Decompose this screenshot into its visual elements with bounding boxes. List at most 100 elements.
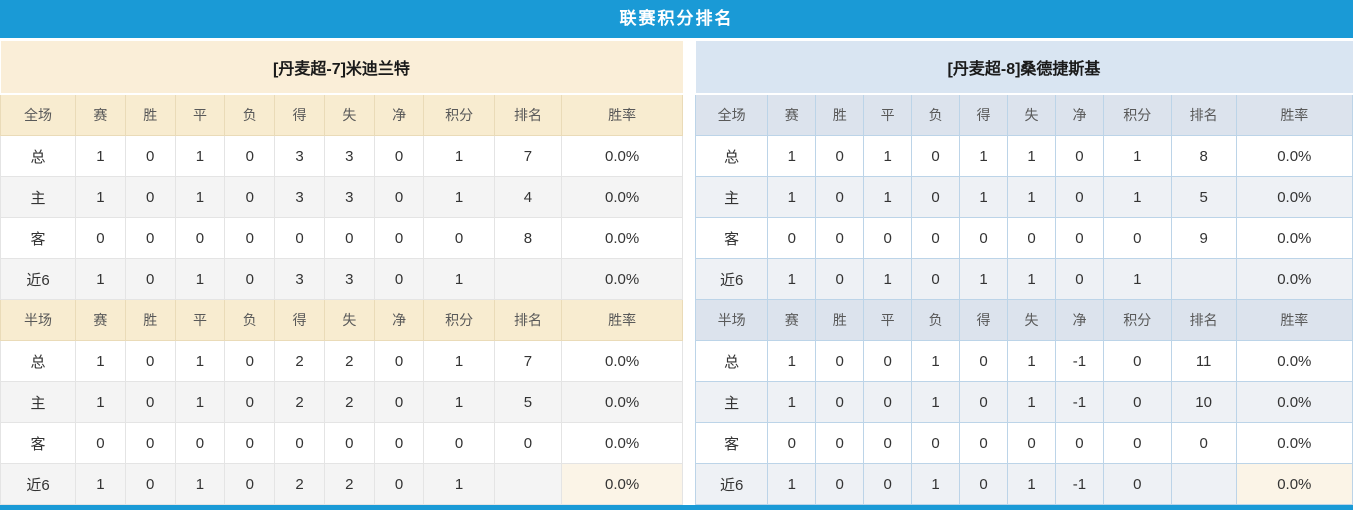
stat-cell: 0 (124, 258, 176, 300)
stat-cell: 2 (323, 340, 375, 382)
stat-cell: 0 (815, 258, 865, 300)
stat-cell: 0 (911, 217, 961, 259)
stats-row: 近6 1 0 1 0 1 1 0 1 0.0% (694, 258, 1353, 300)
column-header: 赛 (767, 93, 817, 136)
win-rate-cell: 0.0% (1235, 381, 1353, 423)
rank-cell: 7 (493, 340, 563, 382)
rank-cell: 5 (493, 381, 563, 423)
column-header: 负 (911, 299, 961, 341)
stat-cell: 3 (274, 135, 325, 177)
stats-row: 主 1 0 1 0 3 3 0 1 4 0.0% (0, 176, 683, 218)
stat-cell: 1 (959, 258, 1009, 300)
column-header: 得 (959, 93, 1009, 136)
section-header-row: 半场赛胜平负得失净积分 排名 胜率 (0, 299, 683, 341)
column-header: 平 (863, 93, 913, 136)
stat-cell: 0 (373, 463, 425, 505)
stat-cell: 0 (815, 176, 865, 218)
stat-cell: 1 (767, 340, 817, 382)
stat-cell: 1 (174, 381, 226, 423)
stat-cell: 0 (863, 463, 913, 505)
points-cell: 1 (1102, 258, 1172, 300)
win-rate-cell: 0.0% (561, 258, 683, 300)
stat-cell: 1 (75, 381, 126, 423)
stat-cell: 0 (911, 422, 961, 464)
column-header: 得 (274, 299, 325, 341)
rank-cell: 7 (493, 135, 563, 177)
stat-cell: 0 (959, 381, 1009, 423)
stat-cell: 2 (274, 340, 325, 382)
stat-cell: 0 (959, 422, 1009, 464)
win-rate-cell: 0.0% (561, 176, 683, 218)
win-rate-cell: 0.0% (561, 463, 683, 505)
team-header-row: [丹麦超-7]米迪兰特 (0, 41, 683, 95)
stat-cell: 0 (224, 463, 276, 505)
stat-cell: 0 (863, 217, 913, 259)
stat-cell: 0 (863, 381, 913, 423)
row-label: 近6 (0, 463, 77, 505)
stat-cell: 1 (75, 258, 126, 300)
stat-cell: 0 (815, 340, 865, 382)
stats-row: 主 1 0 0 1 0 1 -1 0 10 0.0% (694, 381, 1353, 423)
rank-cell: 0 (493, 422, 563, 464)
rank-cell: 5 (1170, 176, 1237, 218)
section-header-row: 全场赛胜平负得失净积分 排名 胜率 (694, 93, 1353, 136)
column-header: 赛 (75, 93, 126, 136)
stats-row: 近6 1 0 1 0 3 3 0 1 0.0% (0, 258, 683, 300)
page-title: 联赛积分排名 (0, 0, 1353, 38)
stat-cell: 3 (274, 258, 325, 300)
stat-cell: 0 (274, 422, 325, 464)
row-label: 总 (694, 340, 769, 382)
stat-cell: 1 (767, 176, 817, 218)
stat-cell: 0 (124, 463, 176, 505)
row-label: 总 (0, 340, 77, 382)
stat-cell: 0 (124, 217, 176, 259)
column-header: 赛 (75, 299, 126, 341)
points-cell: 1 (423, 176, 495, 218)
stat-cell: 0 (815, 463, 865, 505)
column-header: 胜 (815, 299, 865, 341)
column-header: 失 (323, 299, 375, 341)
points-cell: 1 (423, 463, 495, 505)
stat-cell: 0 (373, 422, 425, 464)
team-title: [丹麦超-7]米迪兰特 (0, 41, 683, 95)
column-header: 胜率 (561, 299, 683, 341)
column-header: 平 (174, 93, 226, 136)
row-label: 主 (694, 176, 769, 218)
stat-cell: 3 (323, 258, 375, 300)
stat-cell: 0 (911, 176, 961, 218)
row-label: 主 (0, 176, 77, 218)
stat-cell: 0 (224, 422, 276, 464)
stat-cell: 1 (863, 258, 913, 300)
column-header: 积分 (423, 299, 495, 341)
section-label: 半场 (694, 299, 769, 341)
column-header: 得 (274, 93, 325, 136)
stat-cell: 0 (224, 381, 276, 423)
rank-cell: 9 (1170, 217, 1237, 259)
row-label: 近6 (694, 463, 769, 505)
row-label: 主 (0, 381, 77, 423)
team-panels: [丹麦超-7]米迪兰特 全场赛胜平负得失净积分 排名 胜率总 1 0 1 0 3 3 0 1 7 0.0… (0, 41, 1353, 505)
win-rate-cell: 0.0% (1235, 422, 1353, 464)
column-header: 胜 (124, 93, 176, 136)
stat-cell: 2 (274, 463, 325, 505)
points-cell: 0 (423, 422, 495, 464)
stat-cell: 0 (174, 422, 226, 464)
panel-divider (683, 41, 695, 505)
stat-cell: 0 (75, 422, 126, 464)
stat-cell: 1 (767, 258, 817, 300)
stats-row: 主 1 0 1 0 2 2 0 1 5 0.0% (0, 381, 683, 423)
row-label: 近6 (694, 258, 769, 300)
stats-row: 近6 1 0 0 1 0 1 -1 0 0.0% (694, 463, 1353, 505)
points-cell: 1 (423, 340, 495, 382)
column-header: 得 (959, 299, 1009, 341)
column-header: 排名 (493, 299, 563, 341)
stat-cell: 0 (75, 217, 126, 259)
stat-cell: 0 (863, 422, 913, 464)
stat-cell: 0 (815, 422, 865, 464)
column-header: 失 (1007, 93, 1056, 136)
away-team-table-body: 全场赛胜平负得失净积分 排名 胜率总 1 0 1 0 1 1 0 1 8 0.0% 主 1 0 1 0 1 1 0 1 5 0… (694, 93, 1353, 505)
stat-cell: 0 (1054, 258, 1104, 300)
bottom-accent-bar (0, 505, 1353, 510)
rank-cell: 0 (1170, 422, 1237, 464)
win-rate-cell: 0.0% (1235, 176, 1353, 218)
